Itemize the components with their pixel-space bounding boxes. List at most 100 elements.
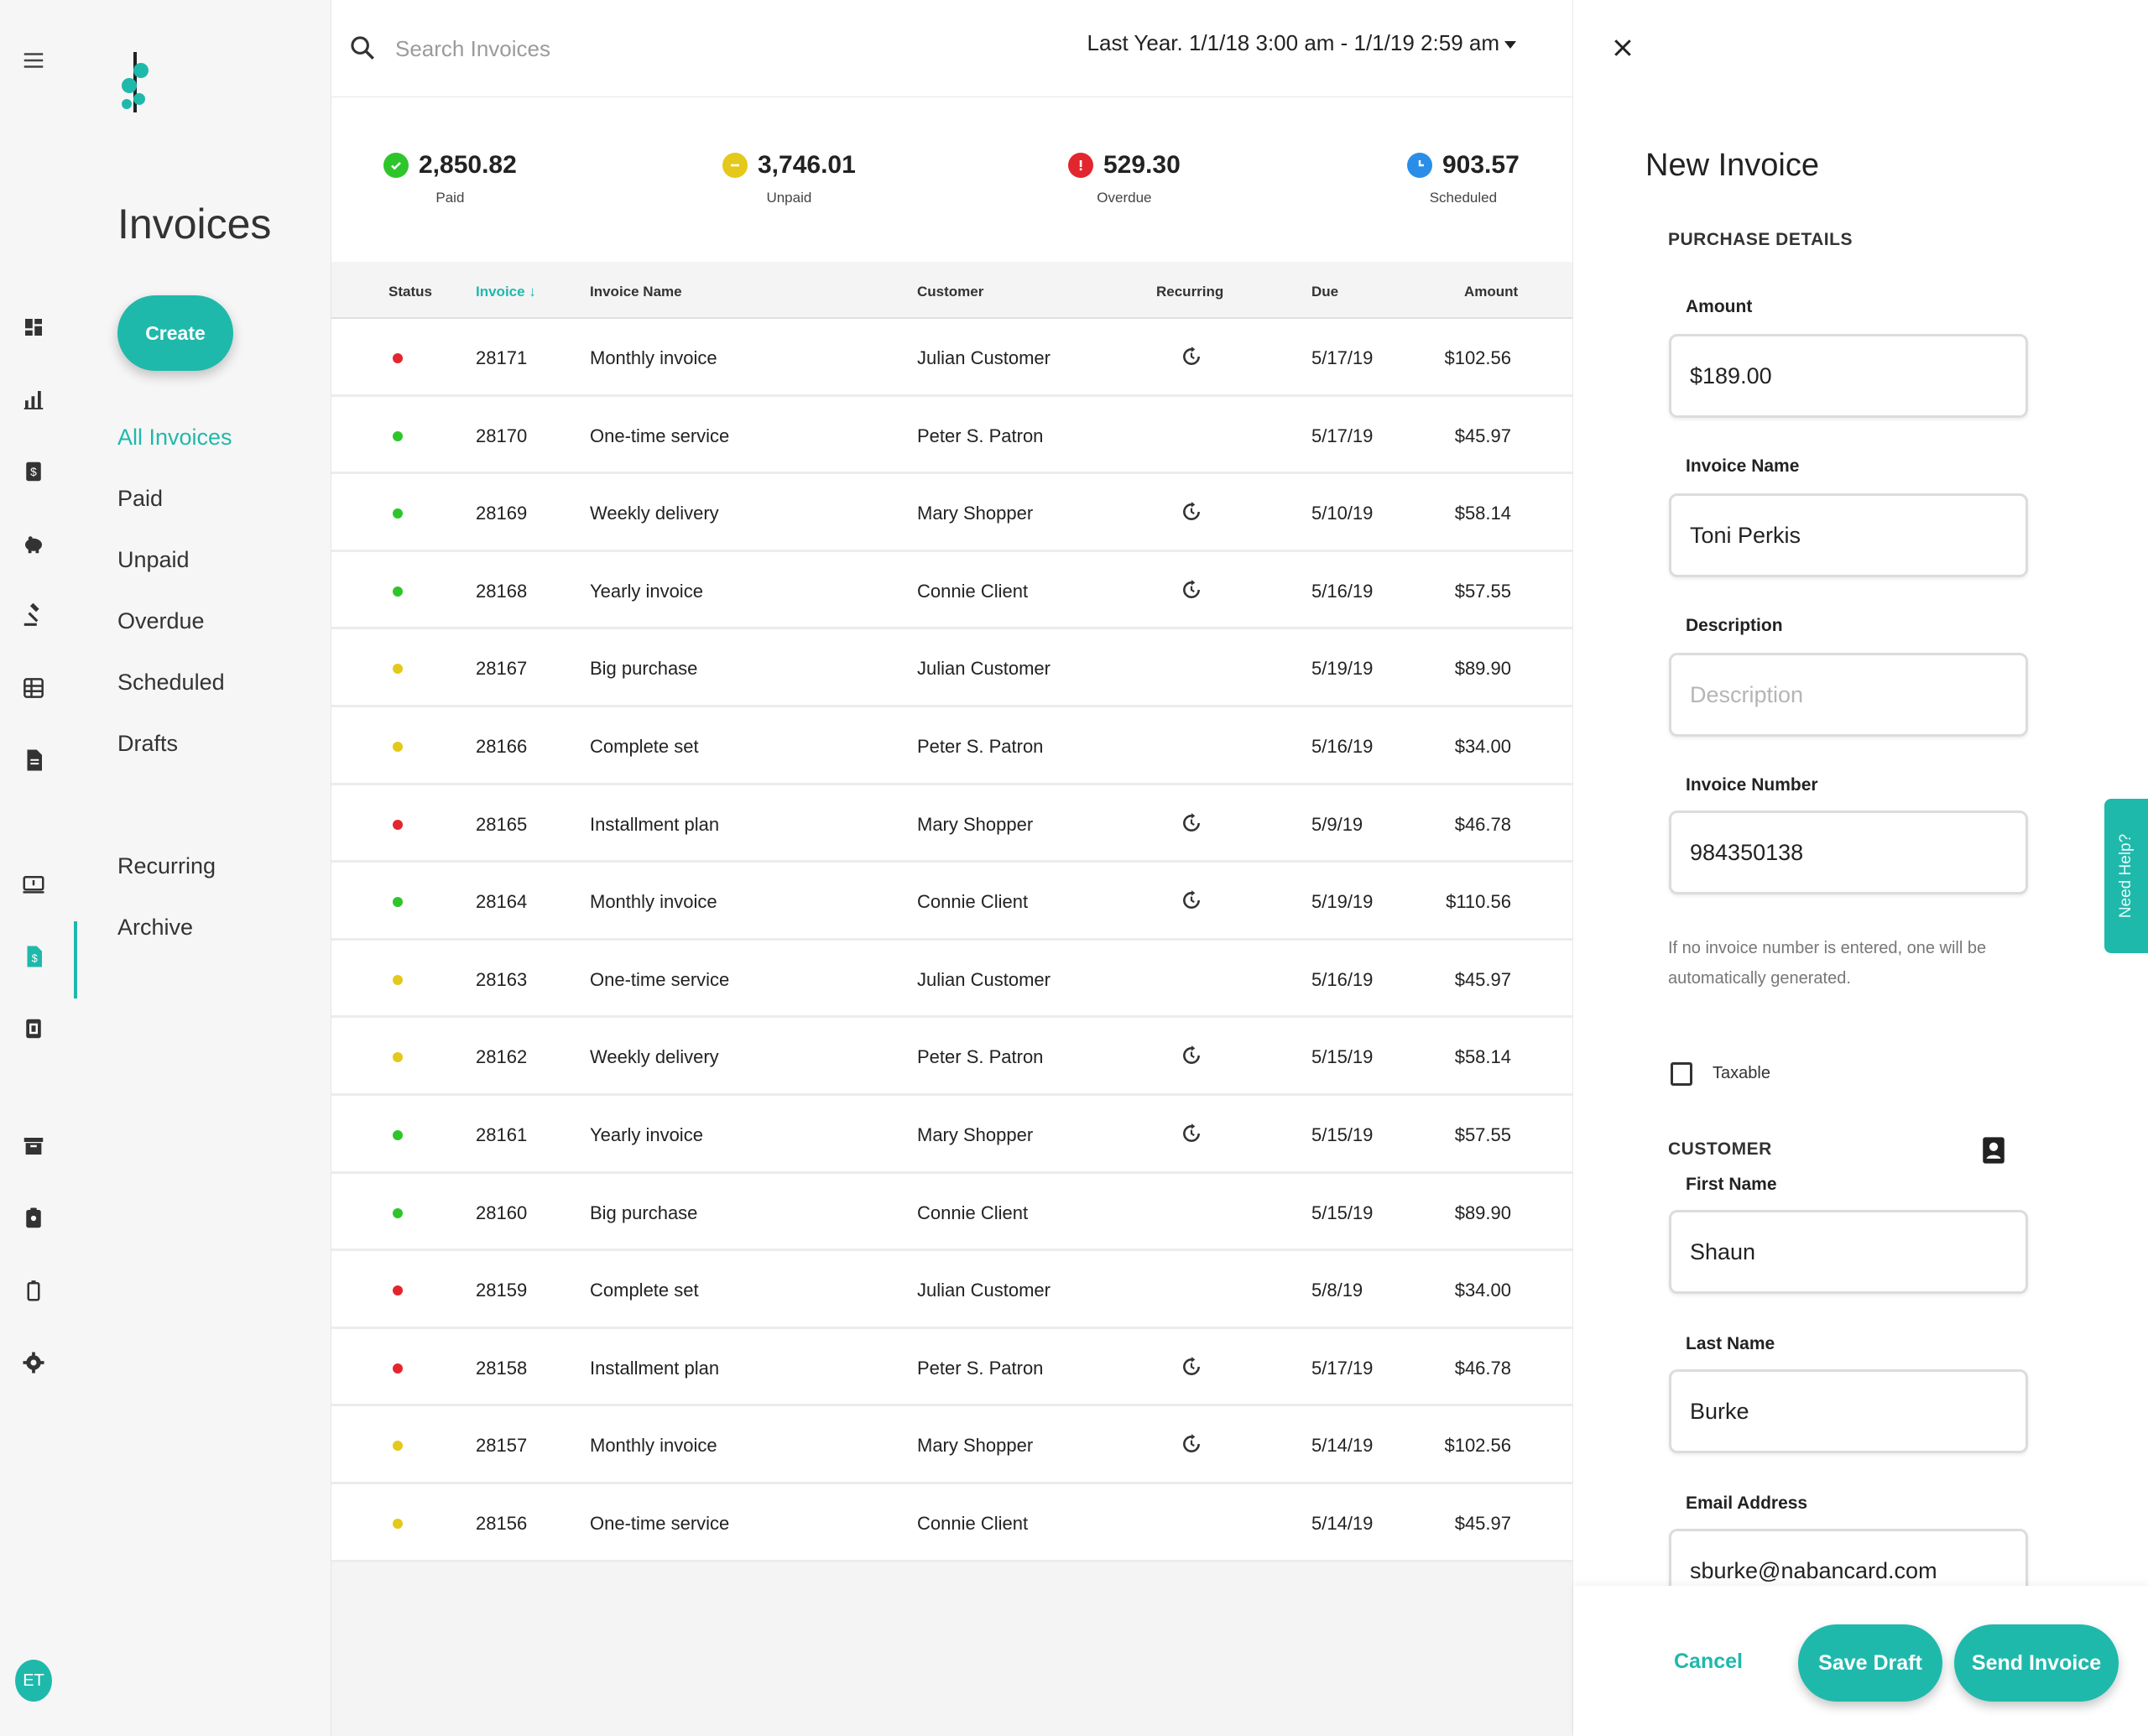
table-row[interactable]: 28170 One-time service Peter S. Patron 5/17…: [331, 396, 1573, 475]
status-dot: [393, 1285, 403, 1296]
invoice-number-field[interactable]: [1669, 811, 2028, 894]
dashboard-icon[interactable]: [18, 312, 49, 342]
amount: $34.00: [1454, 1280, 1511, 1301]
invoices-nav: Invoices Create All Invoices Paid Unpaid…: [77, 0, 331, 1736]
column-invoice-name[interactable]: Invoice Name: [590, 284, 682, 300]
invoice-number: 28157: [476, 1435, 528, 1457]
due-date: 5/15/19: [1311, 1123, 1374, 1145]
invoice-name: Weekly delivery: [590, 1046, 719, 1068]
first-name-field[interactable]: [1669, 1210, 2028, 1294]
summary-label: Unpaid: [766, 190, 812, 206]
nav-item-drafts[interactable]: Drafts: [117, 731, 179, 756]
piggy-bank-icon[interactable]: [18, 529, 49, 559]
table-row[interactable]: 28157 Monthly invoice Mary Shopper 5/14/19 $…: [331, 1406, 1573, 1484]
table-row[interactable]: 28166 Complete set Peter S. Patron 5/16/19 $…: [331, 706, 1573, 785]
amount-field[interactable]: [1669, 334, 2028, 418]
nav-item-recurring[interactable]: Recurring: [117, 853, 216, 878]
table-row[interactable]: 28156 One-time service Connie Client 5/14/1…: [331, 1483, 1573, 1562]
invoice-name: Big purchase: [590, 658, 698, 680]
battery-icon[interactable]: [18, 1275, 49, 1306]
table-row[interactable]: 28168 Yearly invoice Connie Client 5/16/19 $…: [331, 551, 1573, 630]
amount: $89.90: [1454, 658, 1511, 680]
taxable-checkbox[interactable]: [1671, 1062, 1692, 1086]
amount: $89.90: [1454, 1202, 1511, 1223]
nav-item-overdue[interactable]: Overdue: [117, 608, 205, 633]
customer-name: Julian Customer: [917, 658, 1051, 680]
status-dot: [393, 353, 403, 363]
avatar[interactable]: ET: [15, 1660, 52, 1702]
recurring-icon: [1181, 812, 1202, 834]
document-icon[interactable]: [18, 745, 49, 775]
invoice-name-field[interactable]: [1669, 493, 2028, 577]
date-range-dropdown[interactable]: Last Year. 1/1/18 3:00 am - 1/1/19 2:59 …: [1087, 30, 1516, 56]
column-recurring[interactable]: Recurring: [1156, 284, 1224, 300]
summary-overdue[interactable]: 529.30 Overdue: [1068, 151, 1181, 206]
column-customer[interactable]: Customer: [917, 284, 984, 300]
create-button[interactable]: Create: [117, 295, 233, 371]
need-help-tab[interactable]: Need Help?: [2104, 799, 2148, 953]
due-date: 5/10/19: [1311, 503, 1374, 524]
column-invoice[interactable]: Invoice ↓: [476, 284, 536, 300]
table-row[interactable]: 28162 Weekly delivery Peter S. Patron 5/15/…: [331, 1018, 1573, 1096]
table-row[interactable]: 28160 Big purchase Connie Client 5/15/19 $89…: [331, 1173, 1573, 1252]
invoice-number: 28168: [476, 580, 528, 602]
grid-table-icon[interactable]: [18, 673, 49, 703]
save-draft-button[interactable]: Save Draft: [1798, 1624, 1942, 1702]
column-amount[interactable]: Amount: [1464, 284, 1519, 300]
amount: $58.14: [1454, 1046, 1511, 1068]
table-row[interactable]: 28169 Weekly delivery Mary Shopper 5/10/19 $…: [331, 474, 1573, 552]
table-row[interactable]: 28161 Yearly invoice Mary Shopper 5/15/19 $5…: [331, 1095, 1573, 1174]
nav-item-scheduled[interactable]: Scheduled: [117, 670, 225, 695]
table-row[interactable]: 28165 Installment plan Mary Shopper 5/9/19 $…: [331, 785, 1573, 863]
menu-icon[interactable]: [18, 45, 49, 76]
close-icon[interactable]: [1610, 35, 1635, 60]
terminal-icon[interactable]: [18, 869, 49, 899]
column-due[interactable]: Due: [1311, 284, 1339, 300]
receipt-icon[interactable]: [18, 1014, 49, 1044]
chevron-down-icon: [1504, 41, 1516, 49]
nav-item-paid[interactable]: Paid: [117, 486, 164, 511]
table-row[interactable]: 28167 Big purchase Julian Customer 5/19/19 $…: [331, 629, 1573, 707]
summary-label: Overdue: [1097, 190, 1152, 206]
new-invoice-panel: New Invoice PURCHASE DETAILS Amount Invo…: [1572, 0, 2148, 1736]
due-date: 5/15/19: [1311, 1046, 1374, 1068]
status-dot: [393, 1129, 403, 1140]
last-name-field[interactable]: [1669, 1369, 2028, 1453]
rail-active-indicator: [74, 921, 77, 998]
svg-text:$: $: [32, 952, 38, 964]
nav-item-unpaid[interactable]: Unpaid: [117, 547, 190, 572]
gavel-icon[interactable]: [18, 601, 49, 631]
analytics-icon[interactable]: [18, 384, 49, 414]
table-row[interactable]: 28158 Installment plan Peter S. Patron 5/17…: [331, 1328, 1573, 1407]
dollar-doc-icon[interactable]: $: [18, 456, 49, 487]
recurring-icon: [1181, 889, 1202, 911]
invoice-number: 28171: [476, 347, 528, 368]
table-row[interactable]: 28159 Complete set Julian Customer 5/8/19 $3…: [331, 1251, 1573, 1329]
due-date: 5/17/19: [1311, 425, 1374, 446]
description-field[interactable]: [1669, 653, 2028, 737]
table-row[interactable]: 28163 One-time service Julian Customer 5/16…: [331, 940, 1573, 1019]
amount: $102.56: [1444, 347, 1511, 368]
table-row[interactable]: 28164 Monthly invoice Connie Client 5/19/19…: [331, 863, 1573, 941]
table-row[interactable]: 28171 Monthly invoice Julian Customer 5/17/…: [331, 319, 1573, 397]
due-date: 5/19/19: [1311, 891, 1374, 913]
column-status[interactable]: Status: [388, 284, 432, 300]
archive-icon[interactable]: [18, 1131, 49, 1161]
gear-icon[interactable]: [18, 1348, 49, 1378]
amount: $46.78: [1454, 1357, 1511, 1379]
summary-scheduled[interactable]: 903.57 Scheduled: [1407, 151, 1520, 206]
clipboard-icon[interactable]: [18, 1203, 49, 1233]
cancel-button[interactable]: Cancel: [1674, 1650, 1743, 1673]
summary-value: 3,746.01: [758, 151, 856, 179]
send-invoice-button[interactable]: Send Invoice: [1954, 1624, 2119, 1702]
recurring-icon: [1181, 1123, 1202, 1144]
customer-name: Peter S. Patron: [917, 1046, 1044, 1068]
invoice-name: Yearly invoice: [590, 580, 703, 602]
summary-unpaid[interactable]: 3,746.01 Unpaid: [722, 151, 856, 206]
nav-item-all-invoices[interactable]: All Invoices: [117, 425, 232, 450]
invoice-icon[interactable]: $: [18, 941, 49, 972]
nav-item-archive[interactable]: Archive: [117, 915, 194, 940]
contact-book-icon[interactable]: [1981, 1136, 2006, 1165]
summary-paid[interactable]: 2,850.82 Paid: [383, 151, 517, 206]
search-input[interactable]: [395, 30, 865, 67]
